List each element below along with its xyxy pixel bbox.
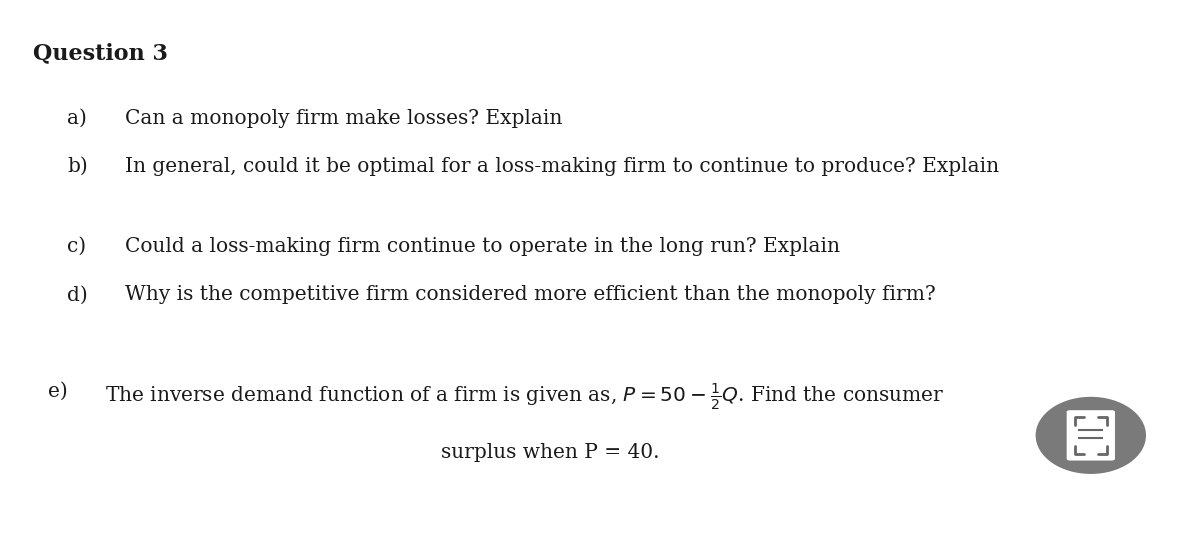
- Text: Could a loss-making firm continue to operate in the long run? Explain: Could a loss-making firm continue to ope…: [125, 237, 840, 256]
- Text: Can a monopoly firm make losses? Explain: Can a monopoly firm make losses? Explain: [125, 109, 563, 128]
- FancyBboxPatch shape: [1067, 410, 1115, 461]
- Text: Why is the competitive firm considered more efficient than the monopoly firm?: Why is the competitive firm considered m…: [125, 286, 936, 305]
- Text: Question 3: Question 3: [32, 42, 168, 64]
- Text: The inverse demand function of a firm is given as, $P = 50 - \frac{1}{2}Q$. Find: The inverse demand function of a firm is…: [106, 382, 944, 412]
- Text: c): c): [67, 237, 86, 256]
- Ellipse shape: [1036, 397, 1146, 474]
- Text: In general, could it be optimal for a loss-making firm to continue to produce? E: In general, could it be optimal for a lo…: [125, 157, 1000, 176]
- Text: d): d): [67, 286, 88, 305]
- Text: b): b): [67, 157, 88, 176]
- Text: e): e): [48, 382, 67, 401]
- Text: a): a): [67, 109, 88, 128]
- Text: surplus when P = 40.: surplus when P = 40.: [442, 443, 660, 462]
